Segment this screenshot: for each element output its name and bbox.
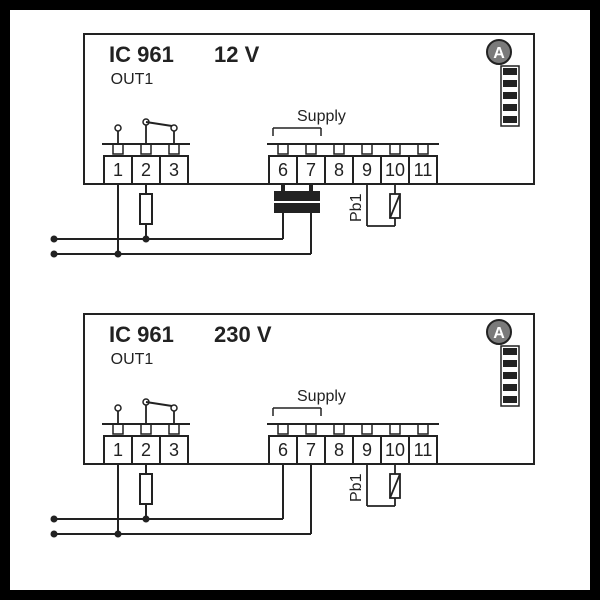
svg-text:2: 2 xyxy=(141,160,151,180)
svg-text:IC 961: IC 961 xyxy=(109,322,174,347)
svg-text:Supply: Supply xyxy=(297,388,346,405)
svg-text:9: 9 xyxy=(362,440,372,460)
svg-text:IC 961: IC 961 xyxy=(109,42,174,67)
svg-text:OUT1: OUT1 xyxy=(111,71,154,88)
panel: IC 961 230 V A 123 OUT1 6789 10 11 Supply Pb1 xyxy=(51,314,535,538)
svg-text:12 V: 12 V xyxy=(214,42,260,67)
svg-text:Pb1: Pb1 xyxy=(348,473,365,502)
svg-text:8: 8 xyxy=(334,440,344,460)
svg-text:A: A xyxy=(493,325,505,342)
svg-text:Pb1: Pb1 xyxy=(348,193,365,222)
svg-text:11: 11 xyxy=(414,160,433,180)
svg-text:6: 6 xyxy=(278,440,288,460)
wiring-diagram: IC 96112 VA123OUT167891011SupplyPb1IC 96… xyxy=(14,14,586,586)
svg-text:8: 8 xyxy=(334,160,344,180)
svg-text:10: 10 xyxy=(385,160,405,180)
svg-text:230 V: 230 V xyxy=(214,322,272,347)
svg-text:1: 1 xyxy=(113,160,123,180)
svg-text:A: A xyxy=(493,45,505,62)
svg-text:6: 6 xyxy=(278,160,288,180)
svg-text:7: 7 xyxy=(306,160,316,180)
svg-text:9: 9 xyxy=(362,160,372,180)
svg-text:1: 1 xyxy=(113,440,123,460)
svg-text:Supply: Supply xyxy=(297,108,346,125)
svg-text:3: 3 xyxy=(169,440,179,460)
svg-text:10: 10 xyxy=(385,440,405,460)
svg-text:11: 11 xyxy=(414,440,433,460)
svg-text:3: 3 xyxy=(169,160,179,180)
diagram-frame: IC 96112 VA123OUT167891011SupplyPb1IC 96… xyxy=(0,0,600,600)
svg-text:7: 7 xyxy=(306,440,316,460)
svg-text:OUT1: OUT1 xyxy=(111,351,154,368)
svg-text:2: 2 xyxy=(141,440,151,460)
panel: IC 961 12 V A 123 OUT1 6789 10 11 Supply Pb1 xyxy=(51,34,535,258)
